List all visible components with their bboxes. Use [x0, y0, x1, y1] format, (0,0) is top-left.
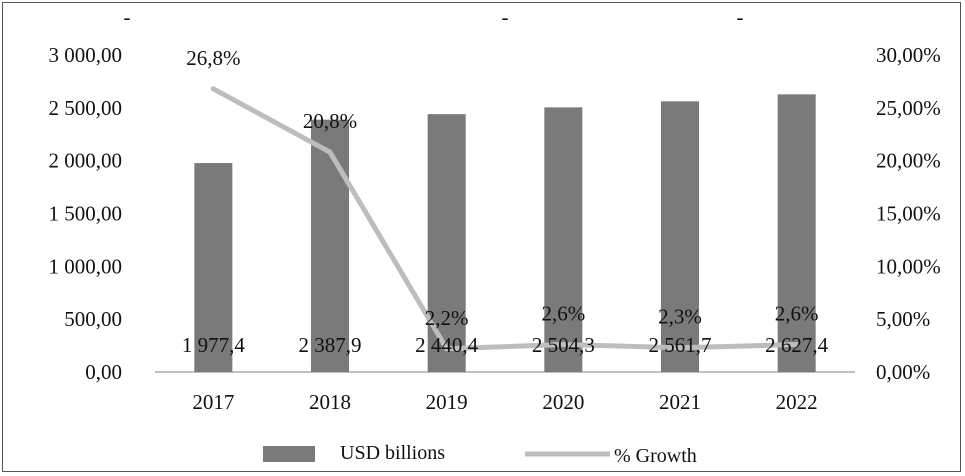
top-mark: -: [502, 5, 509, 29]
right-axis-tick-label: 5,00%: [876, 307, 930, 331]
growth-point-2019: [444, 346, 450, 352]
right-axis-ticks: 0,00% 5,00% 10,00% 15,00% 20,00% 25,00% 30,00%: [876, 43, 941, 384]
bar-value-label: 1 977,4: [182, 333, 246, 357]
x-axis-tick-label: 2019: [426, 390, 468, 414]
bar-2018: [311, 119, 349, 373]
legend: USD billions % Growth: [263, 442, 697, 467]
bar-value-label: 2 561,7: [649, 333, 712, 357]
left-axis-tick-label: 1 000,00: [49, 254, 123, 278]
right-axis-tick-label: 25,00%: [876, 96, 941, 120]
bar-value-label: 2 627,4: [765, 333, 829, 357]
bar-2017: [194, 163, 233, 372]
growth-value-label: 2,3%: [658, 305, 702, 329]
bar-value-label: 2 504,3: [532, 333, 595, 357]
left-axis-tick-label: 3 000,00: [49, 43, 123, 67]
left-axis-tick-label: 2 500,00: [49, 96, 123, 120]
bar-2021: [661, 101, 699, 373]
bar-value-label: 2 440,4: [415, 333, 479, 357]
growth-value-label: 2,6%: [541, 302, 585, 326]
right-axis-tick-label: 0,00%: [876, 360, 930, 384]
growth-point-2020: [560, 342, 566, 348]
top-mark: -: [124, 5, 131, 29]
growth-point-2018: [327, 149, 333, 155]
top-mark: -: [737, 5, 744, 29]
bar-2020: [544, 107, 583, 372]
x-axis-tick-label: 2020: [542, 390, 584, 414]
growth-value-label: 2,2%: [425, 306, 469, 330]
legend-bar-label: USD billions: [340, 442, 445, 464]
top-marks: ---: [124, 5, 744, 29]
line-data-labels: 26,8% 20,8% 2,2% 2,6% 2,3% 2,6%: [186, 46, 818, 330]
bar-2022: [777, 94, 816, 372]
line-series: [210, 86, 800, 352]
growth-point-2017: [210, 86, 216, 92]
growth-point-2021: [677, 345, 683, 351]
legend-line-label: % Growth: [614, 445, 697, 467]
bar-data-labels: 1 977,4 2 387,9 2 440,4 2 504,3 2 561,7 2 627…: [182, 333, 829, 357]
growth-value-label: 20,8%: [303, 109, 357, 133]
x-axis-tick-label: 2022: [776, 390, 818, 414]
growth-line: [210, 86, 800, 352]
left-axis-ticks: 0,00 500,00 1 000,00 1 500,00 2 000,00 2 500,…: [49, 43, 123, 384]
left-axis-tick-label: 0,00: [85, 360, 122, 384]
growth-point-2022: [794, 342, 800, 348]
x-axis-tick-label: 2017: [192, 390, 234, 414]
right-axis-tick-label: 30,00%: [876, 43, 941, 67]
left-axis-tick-label: 1 500,00: [49, 202, 123, 226]
right-axis-tick-label: 15,00%: [876, 202, 941, 226]
left-axis-tick-label: 500,00: [64, 307, 122, 331]
x-axis-tick-label: 2021: [659, 390, 701, 414]
growth-value-label: 26,8%: [186, 46, 240, 70]
x-axis-tick-label: 2018: [309, 390, 351, 414]
x-axis-ticks: 2017 2018 2019 2020 2021 2022: [192, 390, 817, 414]
growth-value-label: 2,6%: [775, 302, 819, 326]
right-axis-tick-label: 20,00%: [876, 149, 941, 173]
left-axis-tick-label: 2 000,00: [49, 149, 123, 173]
right-axis-tick-label: 10,00%: [876, 254, 941, 278]
bar-value-label: 2 387,9: [299, 333, 362, 357]
bar-series: [194, 94, 816, 373]
legend-bar-swatch: [263, 446, 315, 462]
